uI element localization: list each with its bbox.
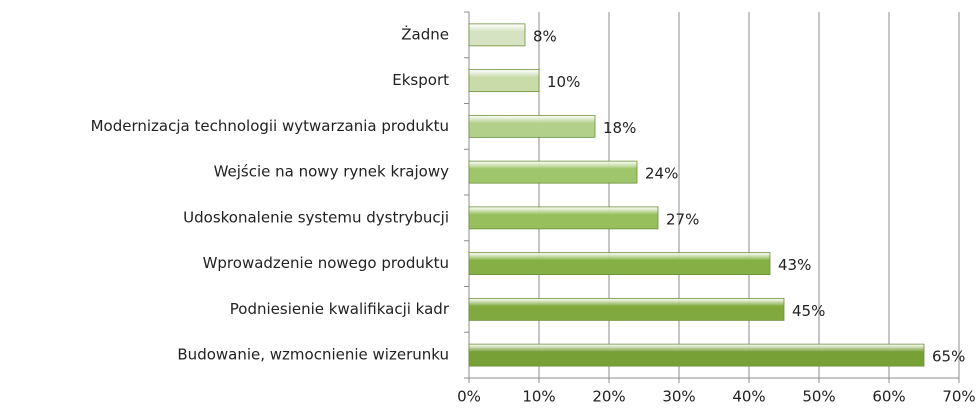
bar (468, 69, 540, 93)
bar (468, 114, 596, 138)
y-tick-label: Żadne (401, 24, 449, 43)
x-tick-label: 20% (592, 388, 625, 406)
value-label: 8% (533, 27, 557, 45)
x-tick-label: 40% (732, 388, 765, 406)
x-tick-label: 0% (457, 388, 481, 406)
y-tick-label: Eksport (392, 71, 449, 89)
value-label: 65% (932, 348, 965, 366)
x-tick-label: 70% (942, 388, 975, 406)
value-label: 27% (666, 210, 699, 228)
y-tick-label: Udoskonalenie systemu dystrybucji (183, 208, 449, 226)
value-label: 45% (792, 302, 825, 320)
bar (468, 343, 925, 367)
y-tick-label: Modernizacja technologii wytwarzania pro… (91, 117, 449, 135)
x-tick-label: 50% (802, 388, 835, 406)
x-tick-label: 60% (872, 388, 905, 406)
bar (468, 160, 638, 184)
x-tick-label: 10% (522, 388, 555, 406)
bar (468, 252, 771, 276)
bar (468, 23, 526, 47)
y-tick-label: Wejście na nowy rynek krajowy (214, 163, 450, 181)
value-label: 18% (603, 119, 636, 137)
x-tick-label: 30% (662, 388, 695, 406)
y-tick-label: Podniesienie kwalifikacji kadr (230, 300, 450, 318)
y-tick-label: Budowanie, wzmocnienie wizerunku (177, 346, 449, 364)
bar (468, 206, 659, 230)
y-tick-label: Wprowadzenie nowego produktu (203, 254, 449, 272)
value-label: 43% (778, 256, 811, 274)
value-label: 24% (645, 165, 678, 183)
bar (468, 297, 785, 321)
value-label: 10% (547, 73, 580, 91)
